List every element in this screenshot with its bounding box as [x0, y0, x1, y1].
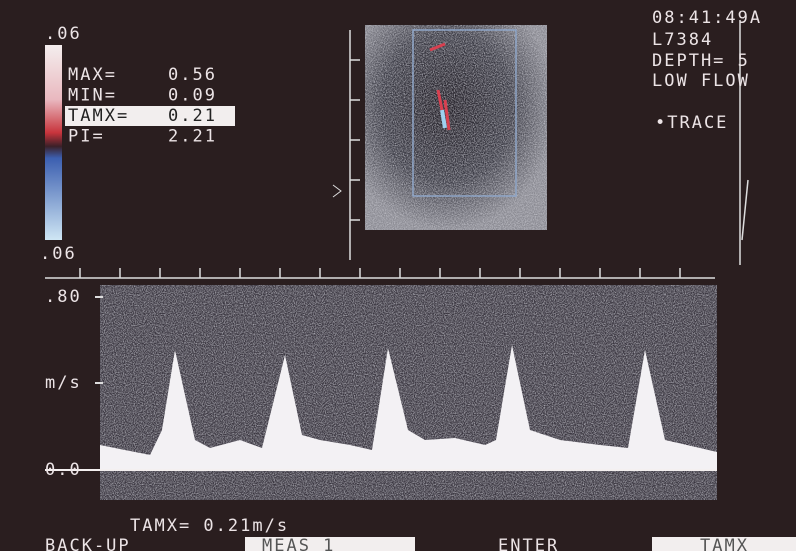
depth: DEPTH= 5	[652, 51, 750, 71]
probe: L7384	[652, 30, 713, 50]
menu-item[interactable]: TAMX	[700, 536, 749, 551]
measure-value: 0.09	[168, 86, 217, 106]
scale-top: .06	[45, 24, 82, 44]
measure-value: 2.21	[168, 127, 217, 147]
measure-label: MIN=	[68, 86, 117, 106]
result: TAMX= 0.21m/s	[130, 516, 289, 536]
measure-value: 0.21	[168, 106, 217, 126]
trace: •TRACE	[655, 113, 728, 133]
spectrum-baseline: 0.0	[45, 460, 82, 480]
time-ticks	[45, 268, 715, 278]
measure-label: MAX=	[68, 65, 117, 85]
screen: .06 .06 MAX= 0.56 MIN= 0.09 TAMX= 0.21 PI= 2.21…	[0, 0, 796, 551]
time: 08:41:49A	[652, 8, 762, 28]
measure-label: PI=	[68, 127, 105, 147]
scale-bottom: .06	[40, 244, 77, 264]
spectrum-top: .80	[45, 287, 82, 307]
focus-marker	[333, 185, 341, 197]
measurements: MAX= 0.56 MIN= 0.09 TAMX= 0.21 PI= 2.21	[68, 65, 217, 147]
mode: LOW FLOW	[652, 71, 750, 91]
menu-item[interactable]: ENTER	[498, 536, 559, 551]
spectrum-unit: m/s	[45, 373, 82, 393]
menu-item[interactable]: MEAS 1	[262, 536, 335, 551]
measure-value: 0.56	[168, 65, 217, 85]
depth-ruler	[350, 30, 360, 260]
speckle	[365, 25, 547, 230]
measure-label: TAMX=	[68, 106, 129, 126]
menu-item[interactable]: BACK-UP	[45, 536, 131, 551]
color-bar	[45, 45, 62, 240]
